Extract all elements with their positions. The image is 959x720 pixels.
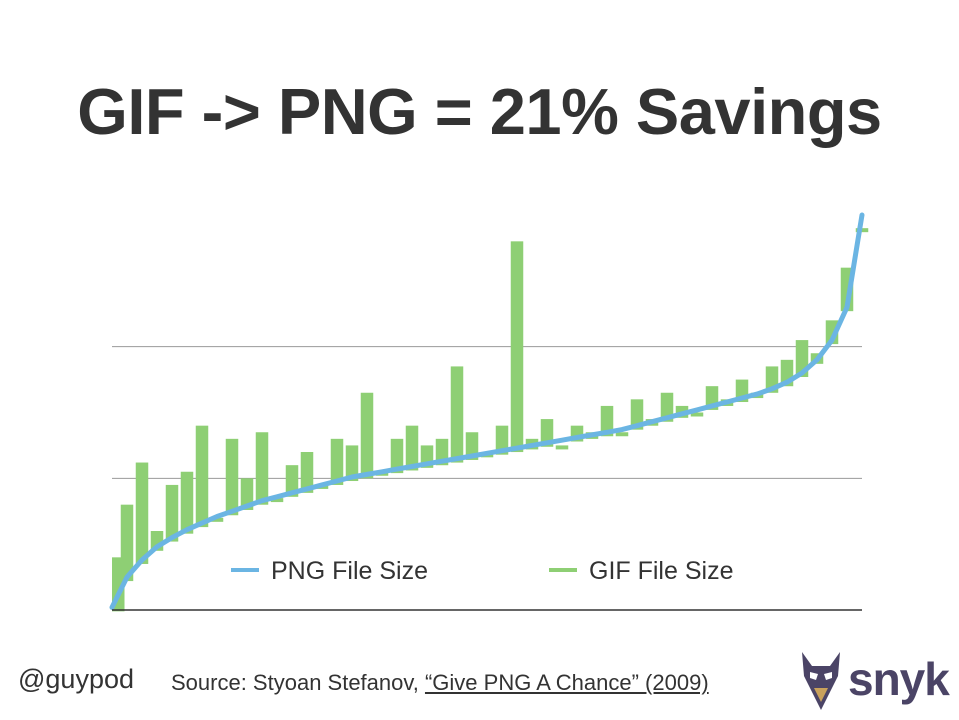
gif-bar [135,462,149,564]
gif-bar [450,366,464,463]
gif-bar [210,517,224,522]
gif-bar [630,399,644,430]
gif-bar [330,438,344,485]
gif-bar [180,471,194,534]
gif-bar [300,452,314,493]
gif-bar [615,432,629,437]
gif-bar [255,432,269,505]
gif-bar [510,241,524,453]
gif-bar [120,504,134,582]
legend-label-png: PNG File Size [271,557,428,585]
gif-bar [285,465,299,497]
gif-bar [405,425,419,471]
gif-bar [690,412,704,417]
twitter-handle: @guypod [18,664,134,694]
gif-bar [360,392,374,479]
gif-bar [195,425,209,528]
gif-bar [240,478,254,510]
legend-label-gif: GIF File Size [589,557,733,585]
file-size-chart: PNG File Size GIF File Size [109,212,869,612]
source-link[interactable]: “Give PNG A Chance” (2009) [424,670,709,695]
source-citation: Source: Styoan Stefanov, “Give PNG A Cha… [171,670,709,696]
chart-legend: PNG File Size GIF File Size [231,557,733,585]
gif-bar [390,438,404,474]
gif-bar [600,405,614,437]
gif-bar [165,484,179,542]
gif-series-bars [112,228,869,612]
png-series-line [109,212,865,610]
gif-bar [270,498,284,503]
chart-gridlines [112,346,862,479]
gif-bar [225,438,239,516]
logo-wordmark: snyk [848,653,950,705]
snyk-logo: snyk [798,650,950,712]
dog-mascot-icon [802,652,840,710]
slide-title: GIF -> PNG = 21% Savings [77,75,882,148]
gif-bar [345,445,359,482]
source-prefix: Source: Styoan Stefanov, [171,670,425,695]
gif-bar [495,425,509,455]
gif-bar [555,445,569,450]
